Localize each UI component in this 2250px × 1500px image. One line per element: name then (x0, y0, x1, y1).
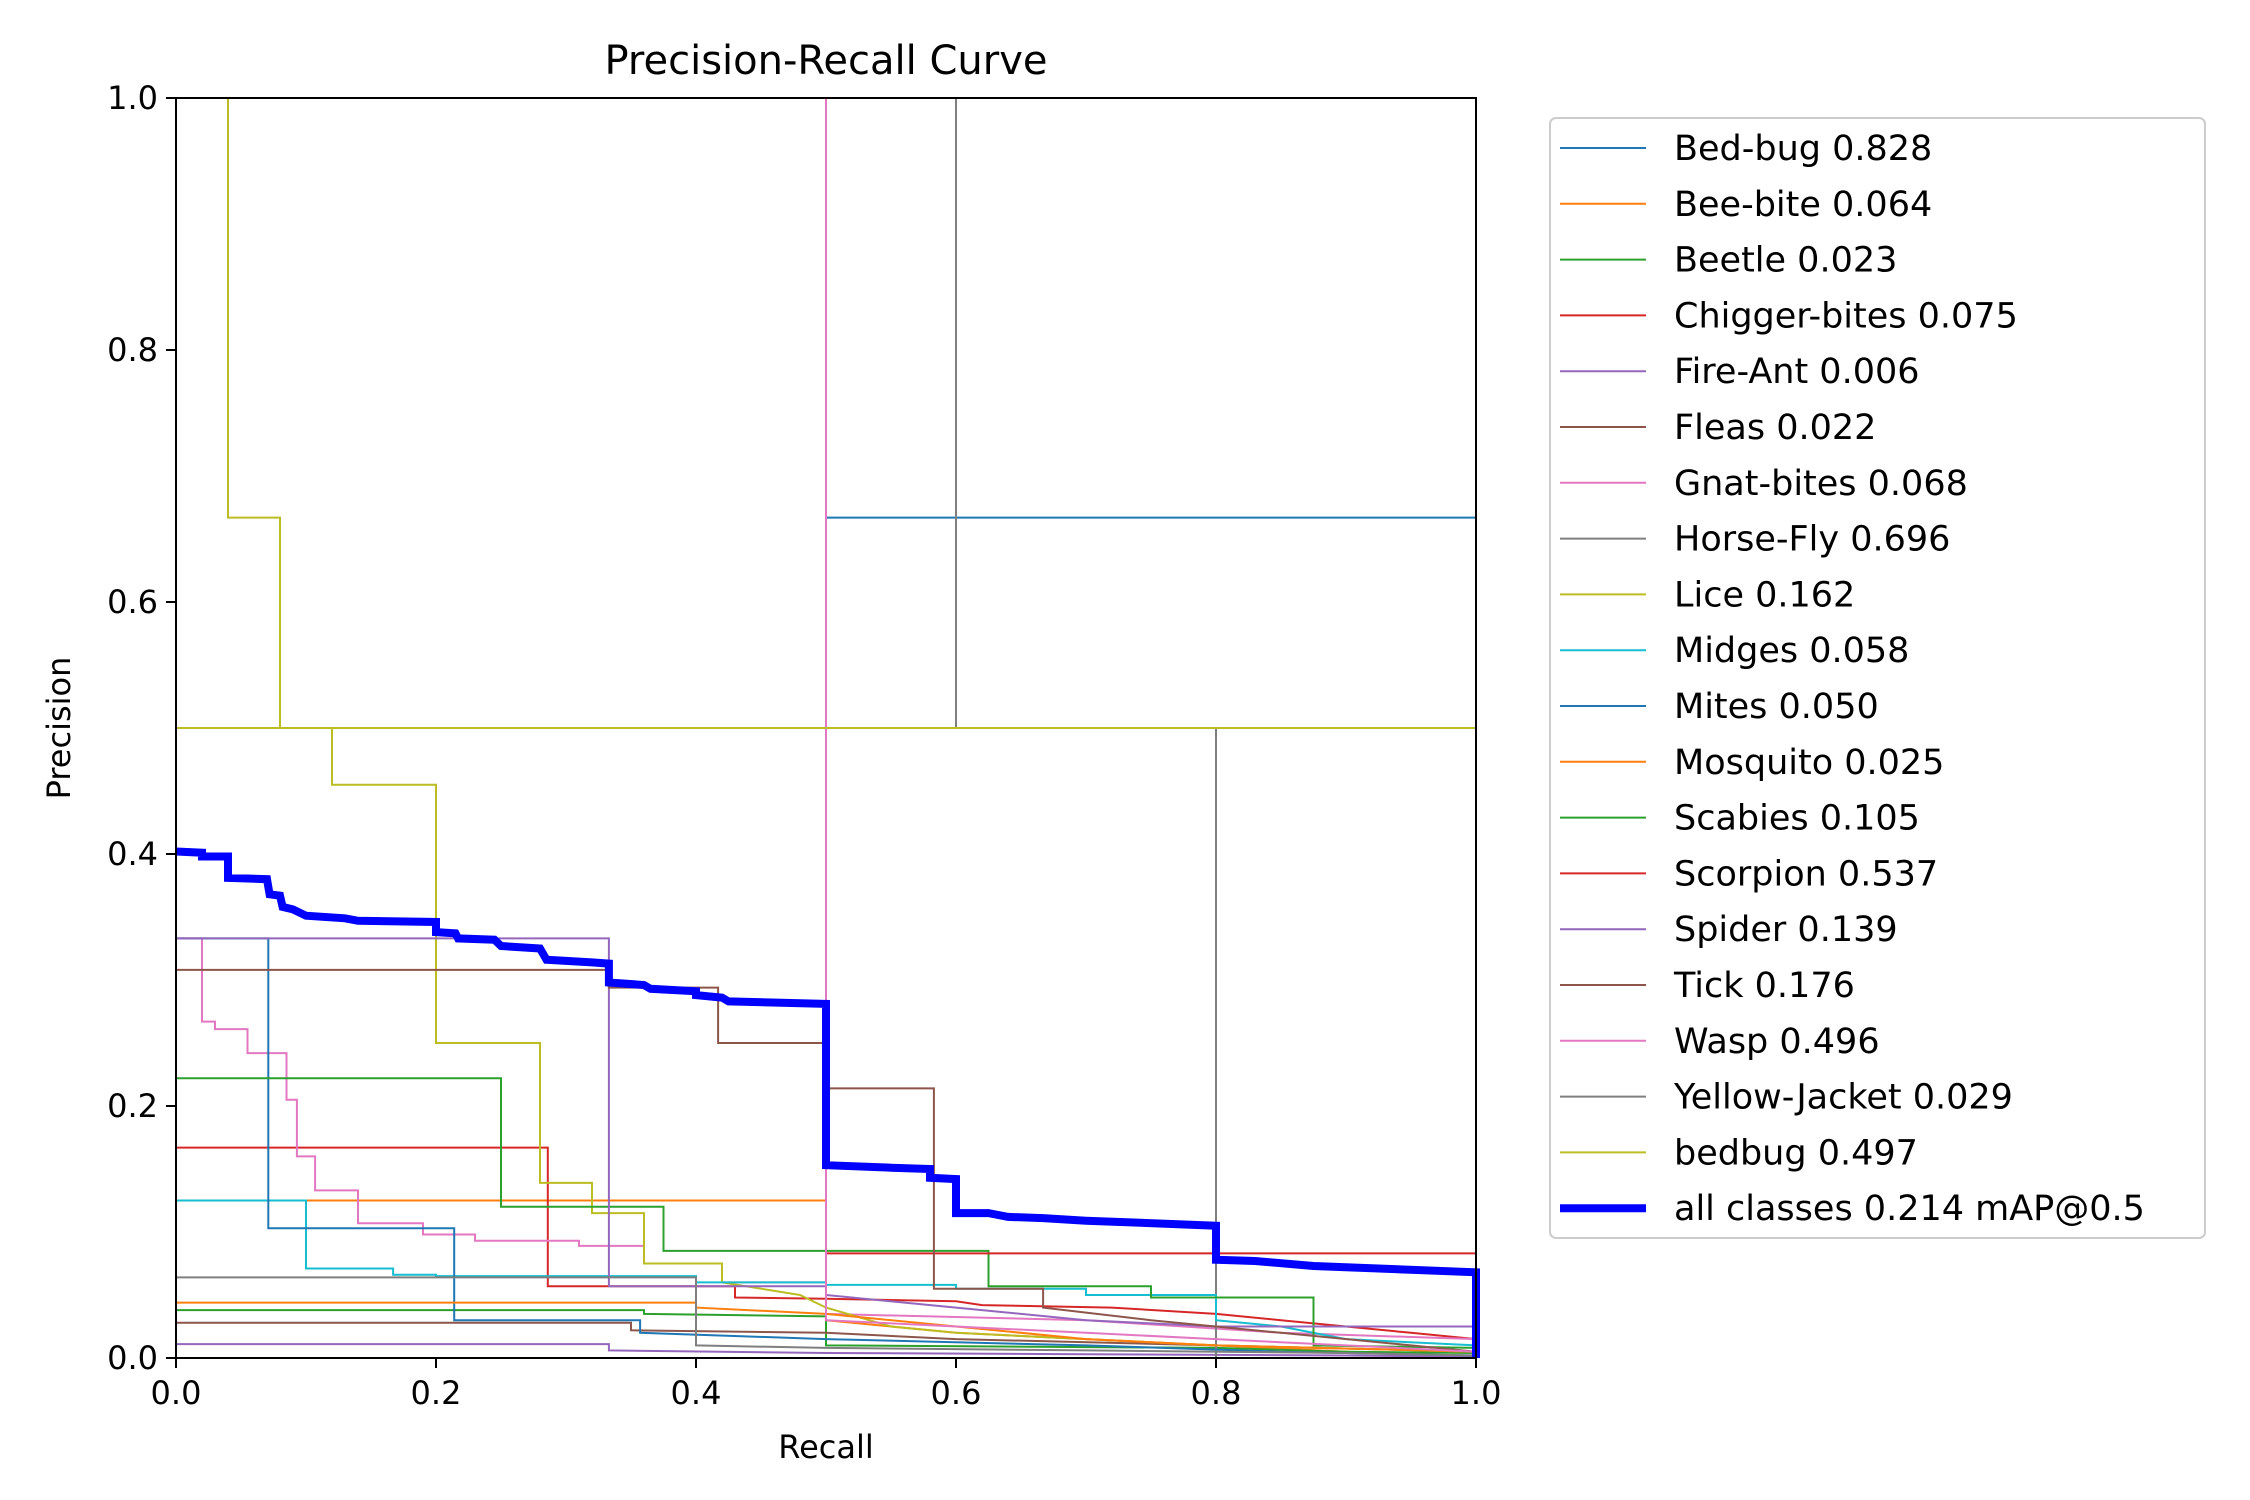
y-tick-label: 1.0 (107, 79, 158, 117)
series-line-fire-ant-4 (176, 1343, 1477, 1358)
x-tick-label: 0.0 (151, 1374, 202, 1412)
legend-label-lice: Lice 0.162 (1674, 575, 1855, 615)
legend-label-all-classes: all classes 0.214 mAP@0.5 (1674, 1189, 2145, 1229)
plot-area-frame (175, 97, 1477, 1359)
legend-frame (1549, 117, 2206, 1239)
legend-label-mosquito: Mosquito 0.025 (1674, 743, 1944, 783)
legend-label-mites: Mites 0.050 (1674, 687, 1879, 727)
chart-title: Precision-Recall Curve (605, 38, 1048, 84)
series-line-mites-10 (176, 937, 1477, 1357)
y-tick-label: 0.6 (107, 583, 158, 621)
series-line-spider-14 (176, 937, 1476, 1328)
legend-label-horse-fly: Horse-Fly 0.696 (1674, 520, 1950, 560)
legend-label-bee-bite: Bee-bite 0.064 (1674, 185, 1932, 225)
x-tick-label: 1.0 (1451, 1374, 1502, 1412)
legend-label-midges: Midges 0.058 (1674, 631, 1909, 671)
x-axis-label: Recall (778, 1428, 873, 1466)
legend-label-gnat-bites: Gnat-bites 0.068 (1674, 464, 1968, 504)
legend-label-spider: Spider 0.139 (1674, 910, 1898, 950)
y-tick-label: 0.4 (107, 835, 158, 873)
y-tick-label: 0.2 (107, 1087, 158, 1125)
legend-label-tick: Tick 0.176 (1673, 966, 1855, 1006)
x-axis-ticks: 0.0 0.2 0.4 0.6 0.8 1.0 (151, 1358, 1502, 1412)
y-tick-label: 0.0 (107, 1339, 158, 1377)
legend-label-scabies: Scabies 0.105 (1674, 799, 1920, 839)
series-line-wasp-16 (176, 98, 1477, 1353)
series-line-chigger-bites-3 (176, 1146, 1477, 1341)
y-tick-label: 0.8 (107, 331, 158, 369)
legend-items: Bed-bug 0.828 Bee-bite 0.064 Beetle 0.023 C… (1560, 129, 2145, 1229)
x-tick-label: 0.8 (1191, 1374, 1242, 1412)
x-tick-label: 0.6 (931, 1374, 982, 1412)
series-line-all-classes-19 (175, 847, 1480, 1358)
legend-label-bed-bug: Bed-bug 0.828 (1674, 129, 1932, 169)
legend-label-wasp: Wasp 0.496 (1674, 1022, 1880, 1062)
legend: Bed-bug 0.828 Bee-bite 0.064 Beetle 0.023 C… (1549, 117, 2206, 1239)
legend-label-bedbug: bedbug 0.497 (1674, 1133, 1918, 1173)
y-axis-label: Precision (40, 657, 78, 800)
legend-label-fire-ant: Fire-Ant 0.006 (1674, 352, 1920, 392)
x-tick-label: 0.2 (411, 1374, 462, 1412)
legend-label-fleas: Fleas 0.022 (1674, 408, 1876, 448)
legend-label-beetle: Beetle 0.023 (1674, 241, 1897, 281)
y-axis-ticks: 0.0 0.2 0.4 0.6 0.8 1.0 (107, 79, 176, 1377)
x-tick-label: 0.4 (671, 1374, 722, 1412)
legend-label-scorpion: Scorpion 0.537 (1674, 854, 1938, 894)
series-line-scabies-12 (176, 1077, 1477, 1349)
legend-label-yellow-jacket: Yellow-Jacket 0.029 (1673, 1078, 2013, 1118)
legend-label-chigger-bites: Chigger-bites 0.075 (1674, 296, 2018, 336)
series-line-yellow-jacket-17 (176, 1276, 1477, 1357)
series-line-beetle-2 (176, 1309, 1477, 1354)
